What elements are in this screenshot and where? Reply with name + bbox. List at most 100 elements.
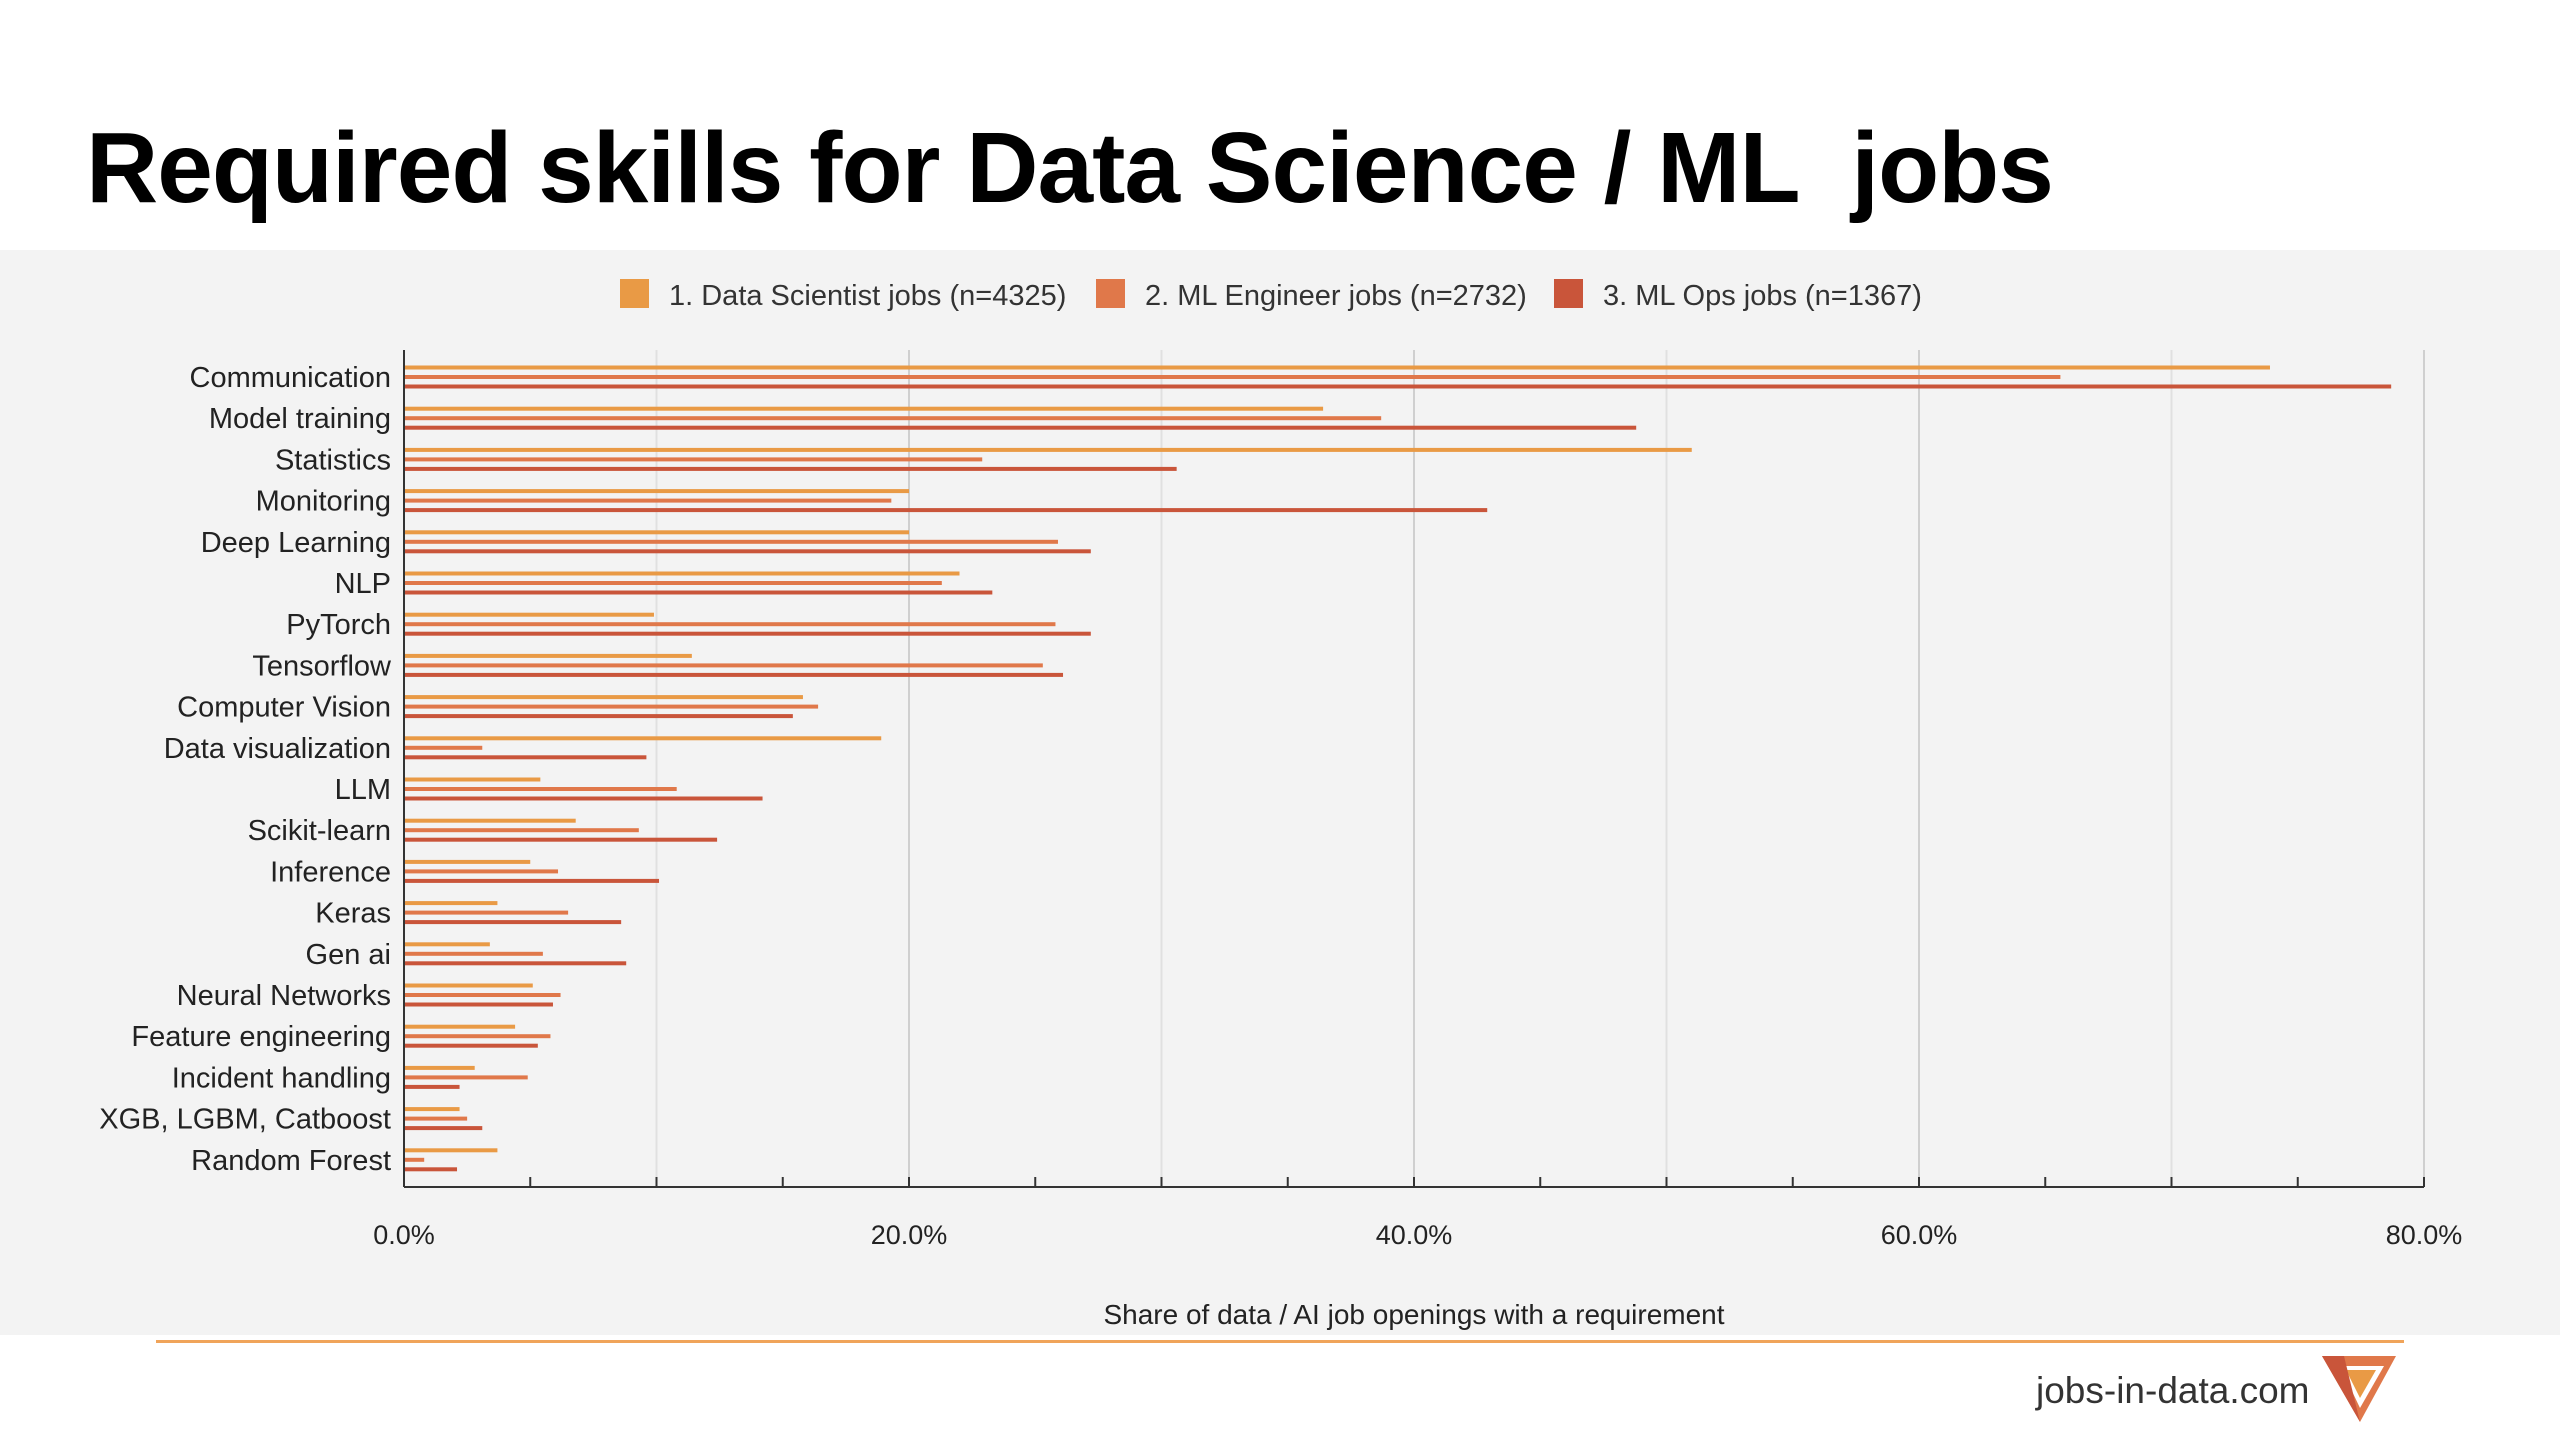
- bar: [404, 910, 569, 915]
- category-label: NLP: [335, 568, 391, 600]
- category-label: Incident handling: [172, 1062, 391, 1094]
- bar: [404, 901, 498, 906]
- bar: [404, 961, 627, 966]
- bar: [404, 777, 541, 782]
- x-tick-label: 60.0%: [1881, 1220, 1958, 1250]
- bar: [404, 384, 2392, 389]
- bars: [404, 365, 2392, 1172]
- bar: [404, 1107, 460, 1112]
- bar: [404, 571, 960, 576]
- bar: [404, 878, 660, 883]
- x-tick-labels: 0.0% 20.0% 40.0% 60.0% 80.0%: [373, 1220, 2462, 1250]
- bar: [404, 489, 909, 494]
- bar: [404, 1002, 553, 1007]
- category-label: Statistics: [275, 444, 391, 476]
- bar: [404, 920, 622, 925]
- category-label: LLM: [335, 774, 391, 806]
- x-tick-label: 0.0%: [373, 1220, 435, 1250]
- bar: [404, 539, 1058, 544]
- category-labels: Communication Model training Statistics Mon…: [99, 362, 392, 1177]
- bar: [404, 457, 983, 462]
- category-label: Monitoring: [256, 486, 391, 518]
- legend-swatch: [1096, 279, 1125, 308]
- axes: [403, 350, 2425, 1188]
- page-title: Required skills for Data Science / ML jo…: [86, 112, 2054, 224]
- bar: [404, 714, 793, 719]
- category-label: PyTorch: [286, 609, 391, 641]
- category-label: XGB, LGBM, Catboost: [99, 1104, 391, 1136]
- category-label: Random Forest: [191, 1145, 391, 1177]
- legend-swatch: [620, 279, 649, 308]
- bar: [404, 612, 654, 617]
- bar: [404, 1084, 460, 1089]
- bar: [404, 466, 1177, 471]
- bar: [404, 406, 1324, 411]
- category-label: Keras: [315, 898, 391, 930]
- bar-chart: 1. Data Scientist jobs (n=4325) 2. ML Eng…: [99, 279, 2462, 1330]
- bar: [404, 375, 2061, 379]
- bar: [404, 1024, 516, 1029]
- legend: 1. Data Scientist jobs (n=4325) 2. ML Eng…: [620, 279, 1922, 312]
- footer-site-name: jobs-in-data.com: [2036, 1370, 2310, 1411]
- bar: [404, 859, 531, 864]
- bar: [404, 590, 993, 595]
- bar: [404, 498, 892, 503]
- gridlines: [655, 350, 2425, 1187]
- bar: [404, 365, 2270, 370]
- x-tick-label: 20.0%: [871, 1220, 948, 1250]
- bar: [404, 631, 1091, 636]
- bar: [404, 745, 483, 750]
- chart-panel: 1. Data Scientist jobs (n=4325) 2. ML Eng…: [0, 250, 2560, 1335]
- bar: [404, 425, 1637, 430]
- brand-logo-icon: [2322, 1356, 2396, 1422]
- bar: [404, 942, 490, 947]
- bar: [404, 416, 1382, 421]
- bar: [404, 818, 576, 823]
- footer-divider: [156, 1340, 2404, 1343]
- bar: [404, 1075, 528, 1080]
- bar: [404, 1065, 475, 1070]
- bar: [404, 993, 561, 997]
- bar: [404, 704, 819, 709]
- bar: [404, 530, 909, 535]
- category-label: Inference: [270, 856, 391, 888]
- bar: [404, 549, 1091, 554]
- legend-label: 1. Data Scientist jobs (n=4325): [669, 280, 1066, 312]
- category-label: Data visualization: [164, 733, 391, 765]
- category-label: Model training: [209, 403, 391, 435]
- bar: [404, 837, 718, 842]
- category-label: Gen ai: [306, 939, 391, 971]
- bar: [404, 1034, 551, 1039]
- x-tick-label: 80.0%: [2386, 1220, 2463, 1250]
- bar: [404, 796, 763, 801]
- bar: [404, 1126, 483, 1131]
- bar: [404, 787, 677, 791]
- bar: [404, 951, 543, 956]
- bar: [404, 1157, 425, 1162]
- bar: [404, 581, 942, 585]
- bar: [404, 1148, 498, 1153]
- category-label: Feature engineering: [131, 1021, 391, 1053]
- legend-label: 3. ML Ops jobs (n=1367): [1603, 280, 1922, 312]
- bar: [404, 447, 1692, 452]
- bar: [404, 755, 647, 760]
- bar: [404, 508, 1488, 513]
- bar: [404, 653, 692, 658]
- bar: [404, 663, 1043, 668]
- bar: [404, 695, 803, 700]
- bar: [404, 1167, 458, 1172]
- category-label: Deep Learning: [201, 527, 391, 559]
- legend-swatch: [1554, 279, 1583, 308]
- legend-label: 2. ML Engineer jobs (n=2732): [1145, 280, 1527, 312]
- bar: [404, 1116, 468, 1121]
- x-axis-label: Share of data / AI job openings with a r…: [1103, 1299, 1724, 1330]
- x-tick-label: 40.0%: [1376, 1220, 1453, 1250]
- bar: [404, 672, 1064, 677]
- bar: [404, 983, 533, 988]
- category-label: Computer Vision: [177, 692, 391, 724]
- bar: [404, 736, 882, 741]
- bar: [404, 869, 559, 874]
- category-label: Scikit-learn: [248, 815, 391, 847]
- category-label: Communication: [190, 362, 391, 394]
- bar: [404, 828, 639, 833]
